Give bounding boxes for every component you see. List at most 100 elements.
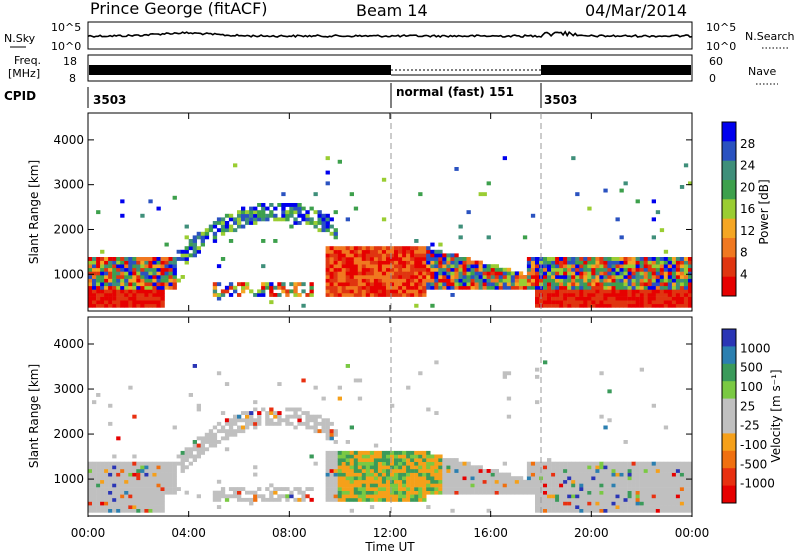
power-cell	[675, 289, 681, 294]
power-cell	[144, 264, 149, 269]
power-cell	[647, 296, 652, 301]
vel-cell	[394, 476, 399, 481]
vel-cell	[353, 479, 359, 484]
vel-cell	[683, 476, 689, 481]
vel-cell	[571, 505, 576, 509]
vel-cell	[675, 483, 681, 488]
power-cell	[655, 257, 661, 261]
vel-cell	[394, 472, 399, 477]
vel-cell	[530, 465, 536, 470]
vel-cell	[245, 490, 250, 495]
vel-cell	[422, 465, 427, 470]
vel-cell	[414, 497, 419, 502]
vel-cell	[683, 494, 689, 499]
power-cell	[132, 260, 137, 265]
vel-cell	[426, 476, 431, 481]
vel-cell	[140, 487, 145, 491]
vel-cell	[547, 497, 552, 502]
vel-cell	[611, 483, 616, 488]
power-cell	[329, 224, 334, 229]
power-cell	[599, 271, 604, 276]
power-cell	[96, 296, 101, 301]
vel-cell	[281, 494, 286, 499]
vel-cell	[257, 418, 262, 423]
vel-cell	[603, 479, 608, 484]
power-cell	[623, 293, 628, 297]
vel-cell	[297, 418, 302, 423]
power-cell	[377, 264, 383, 269]
power-cell	[365, 289, 371, 294]
power-cell	[164, 242, 169, 247]
power-cell	[571, 267, 576, 272]
colorbar-swatch	[722, 122, 736, 142]
power-cell	[563, 264, 568, 269]
power-cell	[164, 257, 169, 261]
power-cell	[418, 271, 423, 276]
power-cell	[293, 206, 298, 211]
power-cell	[144, 271, 149, 276]
vel-cell	[132, 497, 137, 502]
vel-cell	[132, 508, 137, 513]
power-cell	[643, 289, 648, 294]
power-cell	[627, 296, 632, 301]
vel-cell	[430, 458, 435, 462]
power-cell	[277, 203, 282, 207]
power-cell	[341, 249, 346, 254]
vel-cell	[462, 490, 467, 495]
vel-cell	[337, 396, 342, 401]
vel-cell	[494, 479, 499, 484]
power-cell	[551, 271, 556, 276]
vel-cell	[120, 469, 125, 473]
vel-cell	[164, 469, 169, 473]
power-cell	[337, 249, 342, 254]
vel-cell	[482, 483, 487, 488]
vel-cell	[100, 501, 105, 506]
power-cell	[587, 300, 592, 305]
vel-cell	[663, 425, 669, 430]
vel-cell	[667, 501, 673, 506]
vel-cell	[329, 472, 334, 477]
power-cell	[357, 285, 363, 290]
power-cell	[454, 285, 459, 290]
power-cell	[394, 275, 399, 279]
power-cell	[100, 267, 105, 272]
vel-cell	[535, 400, 540, 405]
power-cell	[124, 257, 129, 261]
vel-cell	[454, 469, 459, 473]
vel-cell	[530, 479, 536, 484]
power-cell	[373, 278, 379, 283]
power-cell	[482, 192, 487, 197]
power-cell	[470, 267, 475, 272]
power-cell	[563, 289, 568, 294]
vel-cell	[237, 414, 242, 419]
power-cell	[607, 289, 612, 294]
power-cell	[623, 271, 628, 276]
colorbar-swatch	[722, 199, 736, 219]
power-cell	[631, 303, 636, 308]
cpid-label: CPID	[4, 89, 36, 103]
power-cell	[377, 267, 383, 272]
power-cell	[108, 293, 113, 297]
power-cell	[579, 285, 584, 290]
vel-cell	[128, 476, 133, 481]
power-cell	[120, 275, 125, 279]
vel-cell	[325, 483, 330, 488]
power-cell	[285, 203, 290, 207]
power-cell	[212, 282, 218, 287]
power-cell	[579, 289, 584, 294]
power-cell	[377, 246, 383, 251]
vel-cell	[377, 465, 383, 470]
vel-cell	[277, 421, 282, 426]
vel-cell	[639, 469, 644, 473]
power-cell	[88, 267, 93, 272]
power-cell	[494, 285, 499, 290]
power-cell	[522, 282, 528, 287]
vel-cell	[659, 508, 665, 513]
power-cell	[567, 271, 572, 276]
vel-cell	[88, 483, 93, 488]
power-cell	[434, 260, 439, 265]
power-cell	[204, 235, 210, 240]
power-cell	[675, 282, 681, 287]
power-cell	[639, 303, 644, 308]
vel-cell	[289, 490, 294, 495]
